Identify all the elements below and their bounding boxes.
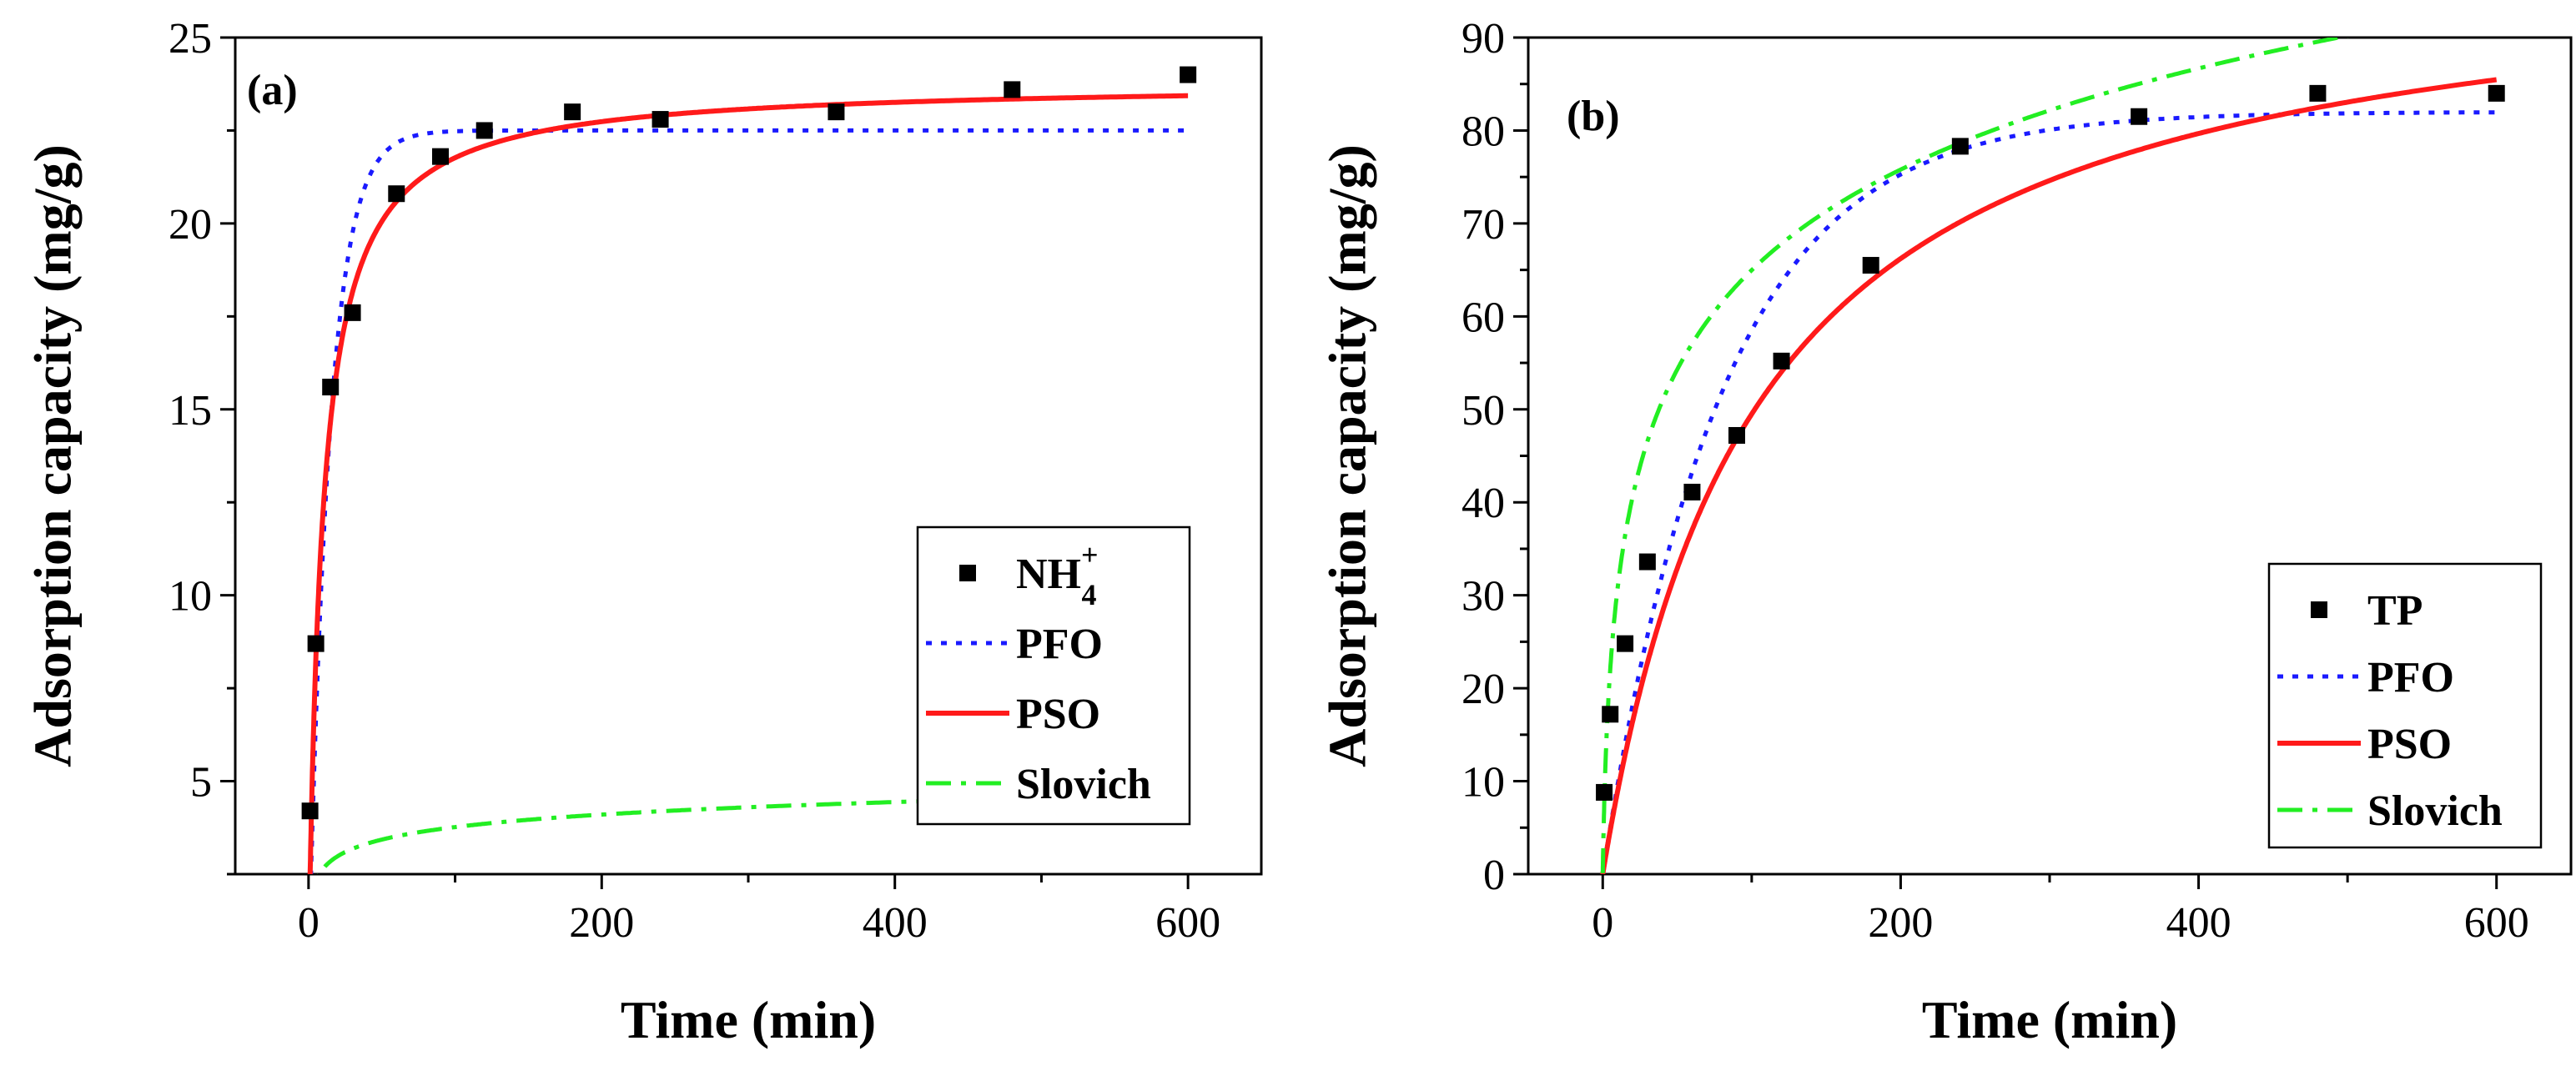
panel-a: 0 200 400 600 5 10 15 20 25 Time (min) Adsorption … (23, 15, 1263, 1049)
series-line-pfo (1600, 110, 2497, 874)
y-tick-label: 80 (1462, 108, 1505, 155)
x-tick-label: 200 (1868, 899, 1933, 947)
data-point (2309, 84, 2327, 102)
y-tick-label: 70 (1462, 201, 1505, 249)
data-point (1862, 257, 1879, 274)
legend-label: PSO (1016, 691, 1100, 738)
data-point (2488, 84, 2505, 102)
model-curves (1600, 38, 2498, 874)
data-point (564, 103, 581, 121)
y-tick-label: 20 (1462, 666, 1505, 713)
panel-b: 0 200 400 600 0 10 20 30 40 50 60 70 80 90 Time (min) A… (1318, 15, 2573, 1049)
x-tick-label: 0 (298, 899, 319, 947)
data-point (1617, 635, 1634, 652)
panel-label: (a) (247, 67, 298, 114)
x-tick-label: 200 (569, 899, 634, 947)
x-tick-label: 600 (1155, 899, 1220, 947)
y-tick-label: 90 (1462, 15, 1505, 63)
y-tick-label: 25 (169, 15, 212, 63)
data-point (1773, 352, 1790, 370)
legend-label: Slovich (2367, 787, 2503, 835)
x-tick-label: 400 (863, 899, 928, 947)
x-tick-label: 0 (1592, 899, 1613, 947)
data-point (2131, 108, 2148, 125)
legend-label: Slovich (1016, 761, 1151, 808)
data-point (1602, 706, 1619, 723)
data-point (1596, 783, 1613, 801)
legend-label: PFO (2367, 654, 2454, 701)
legend-label-sub: 4 (1082, 578, 1097, 611)
data-point (1638, 553, 1656, 571)
data-point (432, 148, 449, 165)
y-axis-title: Adsorption capacity (mg/g) (1318, 144, 1377, 767)
y-tick-label: 10 (1462, 759, 1505, 807)
x-tick-label: 400 (2166, 899, 2231, 947)
data-point (307, 635, 325, 652)
y-tick-label: 50 (1462, 387, 1505, 435)
data-point (1683, 483, 1701, 500)
data-point (301, 802, 319, 820)
legend-label-sup: + (1081, 538, 1099, 571)
x-axis-title: Time (min) (1922, 990, 2177, 1049)
x-axis-title: Time (min) (621, 990, 876, 1049)
data-point (652, 111, 669, 128)
data-point (1180, 66, 1197, 83)
y-tick-label: 0 (1483, 852, 1505, 899)
y-tick-label: 60 (1462, 294, 1505, 341)
panel-label: (b) (1567, 93, 1620, 140)
data-point (1004, 81, 1021, 98)
series-line-pso (1600, 77, 2498, 874)
data-point (1728, 426, 1745, 444)
data-point (388, 185, 405, 203)
data-point (828, 103, 845, 121)
data-point (344, 304, 361, 321)
series-line-slovich (1600, 38, 2349, 873)
legend-marker (2311, 601, 2327, 618)
x-tick-label: 600 (2464, 899, 2529, 947)
legend-label: PFO (1016, 621, 1103, 668)
data-point (1951, 138, 1969, 155)
y-tick-label: 20 (169, 201, 212, 249)
y-tick-label: 40 (1462, 480, 1505, 527)
y-axis-title: Adsorption capacity (mg/g) (23, 144, 83, 767)
y-tick-label: 10 (169, 573, 212, 621)
legend-label: PSO (2367, 721, 2452, 768)
data-point (322, 379, 340, 396)
y-tick-label: 15 (169, 387, 212, 435)
y-tick-label: 5 (190, 759, 212, 807)
legend-marker (959, 565, 976, 581)
data-point (475, 122, 493, 139)
legend-label: TP (2367, 587, 2423, 635)
y-tick-label: 30 (1462, 573, 1505, 621)
